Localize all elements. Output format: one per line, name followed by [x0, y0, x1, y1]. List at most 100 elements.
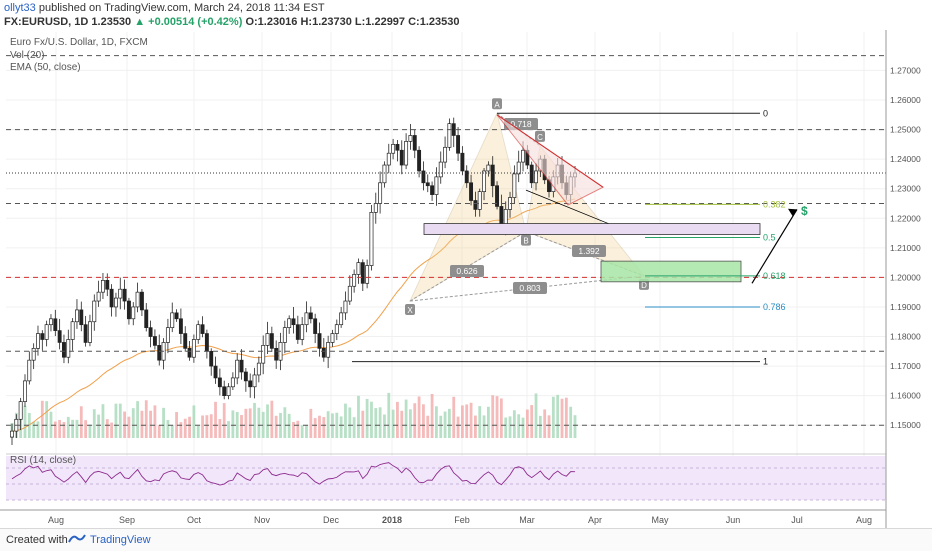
candle-body [395, 143, 400, 151]
candle-body [170, 312, 175, 329]
candle-body [443, 146, 448, 163]
volume-bar [469, 402, 473, 438]
candle-body [408, 135, 413, 142]
candle-body [75, 309, 79, 323]
volume-bar [166, 420, 170, 438]
candle-body [391, 143, 396, 154]
candle-body [10, 430, 14, 438]
volume-bar [473, 415, 477, 438]
candle-body [365, 265, 370, 284]
candle-body [447, 123, 452, 148]
volume-bars [10, 392, 577, 438]
price-tick-label: 1.20000 [890, 272, 921, 282]
fib-level-label: 0.382 [763, 199, 786, 209]
fib-level-label: 0.786 [763, 302, 786, 312]
volume-bar [344, 403, 347, 438]
pattern-point-label: C [537, 133, 543, 142]
candle-body [178, 318, 183, 334]
volume-bar [53, 421, 57, 438]
volume-bar [322, 417, 326, 438]
candle-body [334, 324, 339, 334]
volume-bar [218, 419, 222, 438]
volume-bar [309, 408, 313, 438]
candle-body [521, 149, 525, 163]
candle-body [57, 330, 62, 343]
volume-bar [231, 410, 235, 438]
volume-bar [465, 404, 469, 438]
pattern-point-marker [521, 234, 531, 246]
time-tick-label: May [651, 515, 669, 525]
candle-body [287, 318, 292, 329]
price-axis-bg [886, 30, 932, 528]
volume-bar [287, 413, 291, 438]
price-tick-label: 1.25000 [890, 125, 921, 135]
volume-bar [387, 392, 391, 438]
volume-bar [534, 393, 538, 438]
ratio-label: 0.803 [519, 283, 541, 293]
price-chart[interactable]: 1.275001.250001.225001.200001.175001.150… [0, 30, 932, 528]
volume-bar [227, 421, 230, 438]
volume-bar [114, 403, 118, 438]
candle-body [482, 170, 487, 193]
candle-body [499, 206, 504, 225]
candle-body [339, 312, 344, 326]
candle-body [131, 306, 136, 320]
volume-bar [547, 415, 551, 438]
volume-bar [62, 422, 66, 438]
candle-body [412, 135, 417, 151]
candle-body [330, 333, 335, 343]
candle-body [148, 327, 153, 337]
volume-bar [192, 405, 196, 438]
candle-body [430, 185, 435, 195]
symbol-label: FX:EURUSD, 1D [4, 16, 89, 28]
candle-body [490, 164, 495, 187]
volume-bar [569, 406, 573, 438]
volume-bar [140, 410, 144, 438]
candle-body [317, 333, 322, 349]
drawing-overlays: X A B C D 0.718 1.392 0.626 0.803 0 0.382 0.5 0.618 0… [352, 98, 808, 367]
time-tick-label: Dec [323, 515, 340, 525]
volume-bar [131, 408, 135, 438]
volume-bar [110, 422, 114, 438]
price-tick-label: 1.26000 [890, 95, 921, 105]
volume-bar [326, 411, 330, 438]
candle-body [282, 327, 287, 343]
last-price: 1.23530 [91, 16, 132, 28]
volume-bar [170, 425, 174, 438]
volume-bar [400, 410, 404, 438]
fib-level-label: 0 [763, 108, 768, 118]
volume-bar [357, 395, 360, 438]
volume-bar [270, 400, 274, 438]
time-tick-label: Jul [791, 515, 803, 525]
pattern-point-marker [492, 98, 502, 110]
volume-bar [157, 425, 161, 438]
candle-body [529, 164, 534, 184]
volume-bar [313, 418, 317, 438]
candle-body [70, 321, 75, 340]
volume-bar [292, 421, 295, 438]
price-change: ▲ +0.00514 (+0.42%) [134, 16, 243, 28]
candle-body [92, 300, 97, 323]
author-link[interactable]: ollyt33 [4, 2, 36, 14]
candle-body [308, 312, 313, 320]
volume-bar [283, 407, 287, 438]
volume-bar [430, 394, 434, 438]
candle-body [503, 209, 508, 225]
tradingview-link[interactable]: TradingView [90, 534, 151, 546]
candle-body [256, 362, 261, 376]
volume-bar [422, 404, 425, 438]
candle-body [473, 200, 478, 210]
candle-body [243, 371, 248, 382]
candle-body [109, 288, 114, 308]
ratio-box [450, 265, 484, 277]
volume-bar [97, 414, 101, 438]
candle-body [79, 309, 84, 326]
volume-bar [365, 398, 369, 438]
volume-bar [370, 401, 373, 438]
volume-bar [482, 415, 486, 438]
candle-body [269, 333, 274, 349]
candle-body [417, 149, 422, 172]
volume-bar [144, 400, 148, 438]
candle-body [460, 152, 465, 172]
time-tick-label: Aug [856, 515, 872, 525]
